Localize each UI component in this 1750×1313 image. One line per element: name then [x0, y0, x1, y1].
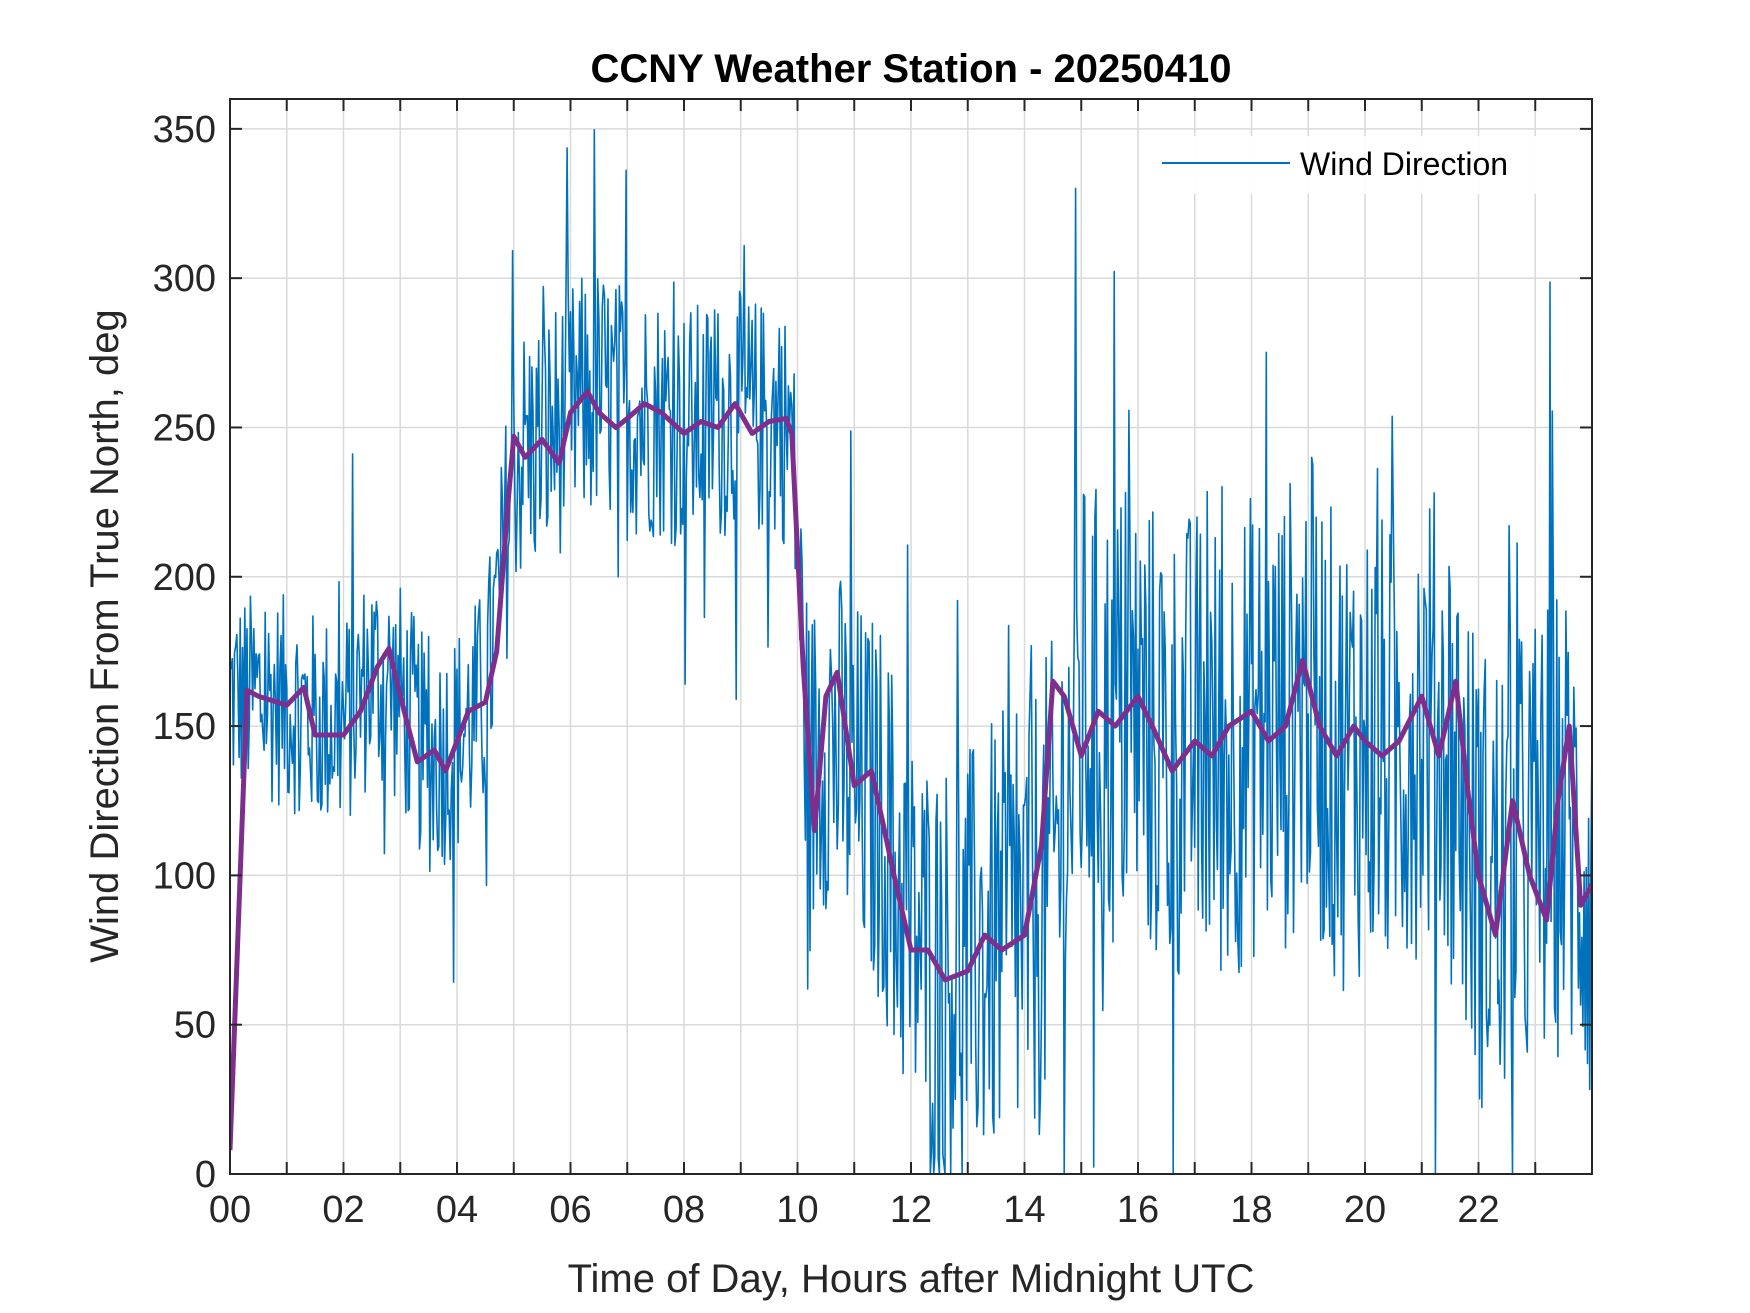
y-tick-label: 100	[153, 855, 216, 897]
y-tick-label: 250	[153, 407, 216, 449]
x-tick-label: 20	[1344, 1189, 1386, 1231]
x-tick-label: 04	[436, 1189, 478, 1231]
y-tick-label: 300	[153, 258, 216, 300]
series-line-wind-direction	[230, 129, 1592, 1174]
x-axis-label: Time of Day, Hours after Midnight UTC	[568, 1257, 1255, 1301]
series-line-moving-average	[230, 389, 1592, 1151]
x-tick-label: 14	[1003, 1189, 1045, 1231]
chart-title: CCNY Weather Station - 20250410	[591, 47, 1232, 91]
x-tick-label: 00	[209, 1189, 251, 1231]
x-tick-label: 10	[776, 1189, 818, 1231]
x-tick-label: 12	[890, 1189, 932, 1231]
x-tick-label: 16	[1117, 1189, 1159, 1231]
x-tick-label: 18	[1230, 1189, 1272, 1231]
x-tick-label: 22	[1457, 1189, 1499, 1231]
ticks: 0 50 100 150 200 250 300 350 00 02 04 06 08 10 12 14 16 1…	[153, 99, 1593, 1231]
y-tick-label: 200	[153, 557, 216, 599]
legend-label-wind-direction: Wind Direction	[1300, 146, 1508, 182]
x-tick-label: 02	[322, 1189, 364, 1231]
legend-box	[1148, 136, 1548, 194]
y-tick-label: 50	[174, 1005, 216, 1047]
y-tick-label: 150	[153, 706, 216, 748]
y-axis-label: Wind Direction From True North, deg	[83, 309, 127, 963]
legend: Wind Direction	[1148, 136, 1548, 194]
x-tick-label: 08	[663, 1189, 705, 1231]
y-tick-label: 0	[195, 1154, 216, 1196]
x-tick-label: 06	[549, 1189, 591, 1231]
series-layer	[230, 129, 1592, 1174]
y-tick-label: 350	[153, 109, 216, 151]
